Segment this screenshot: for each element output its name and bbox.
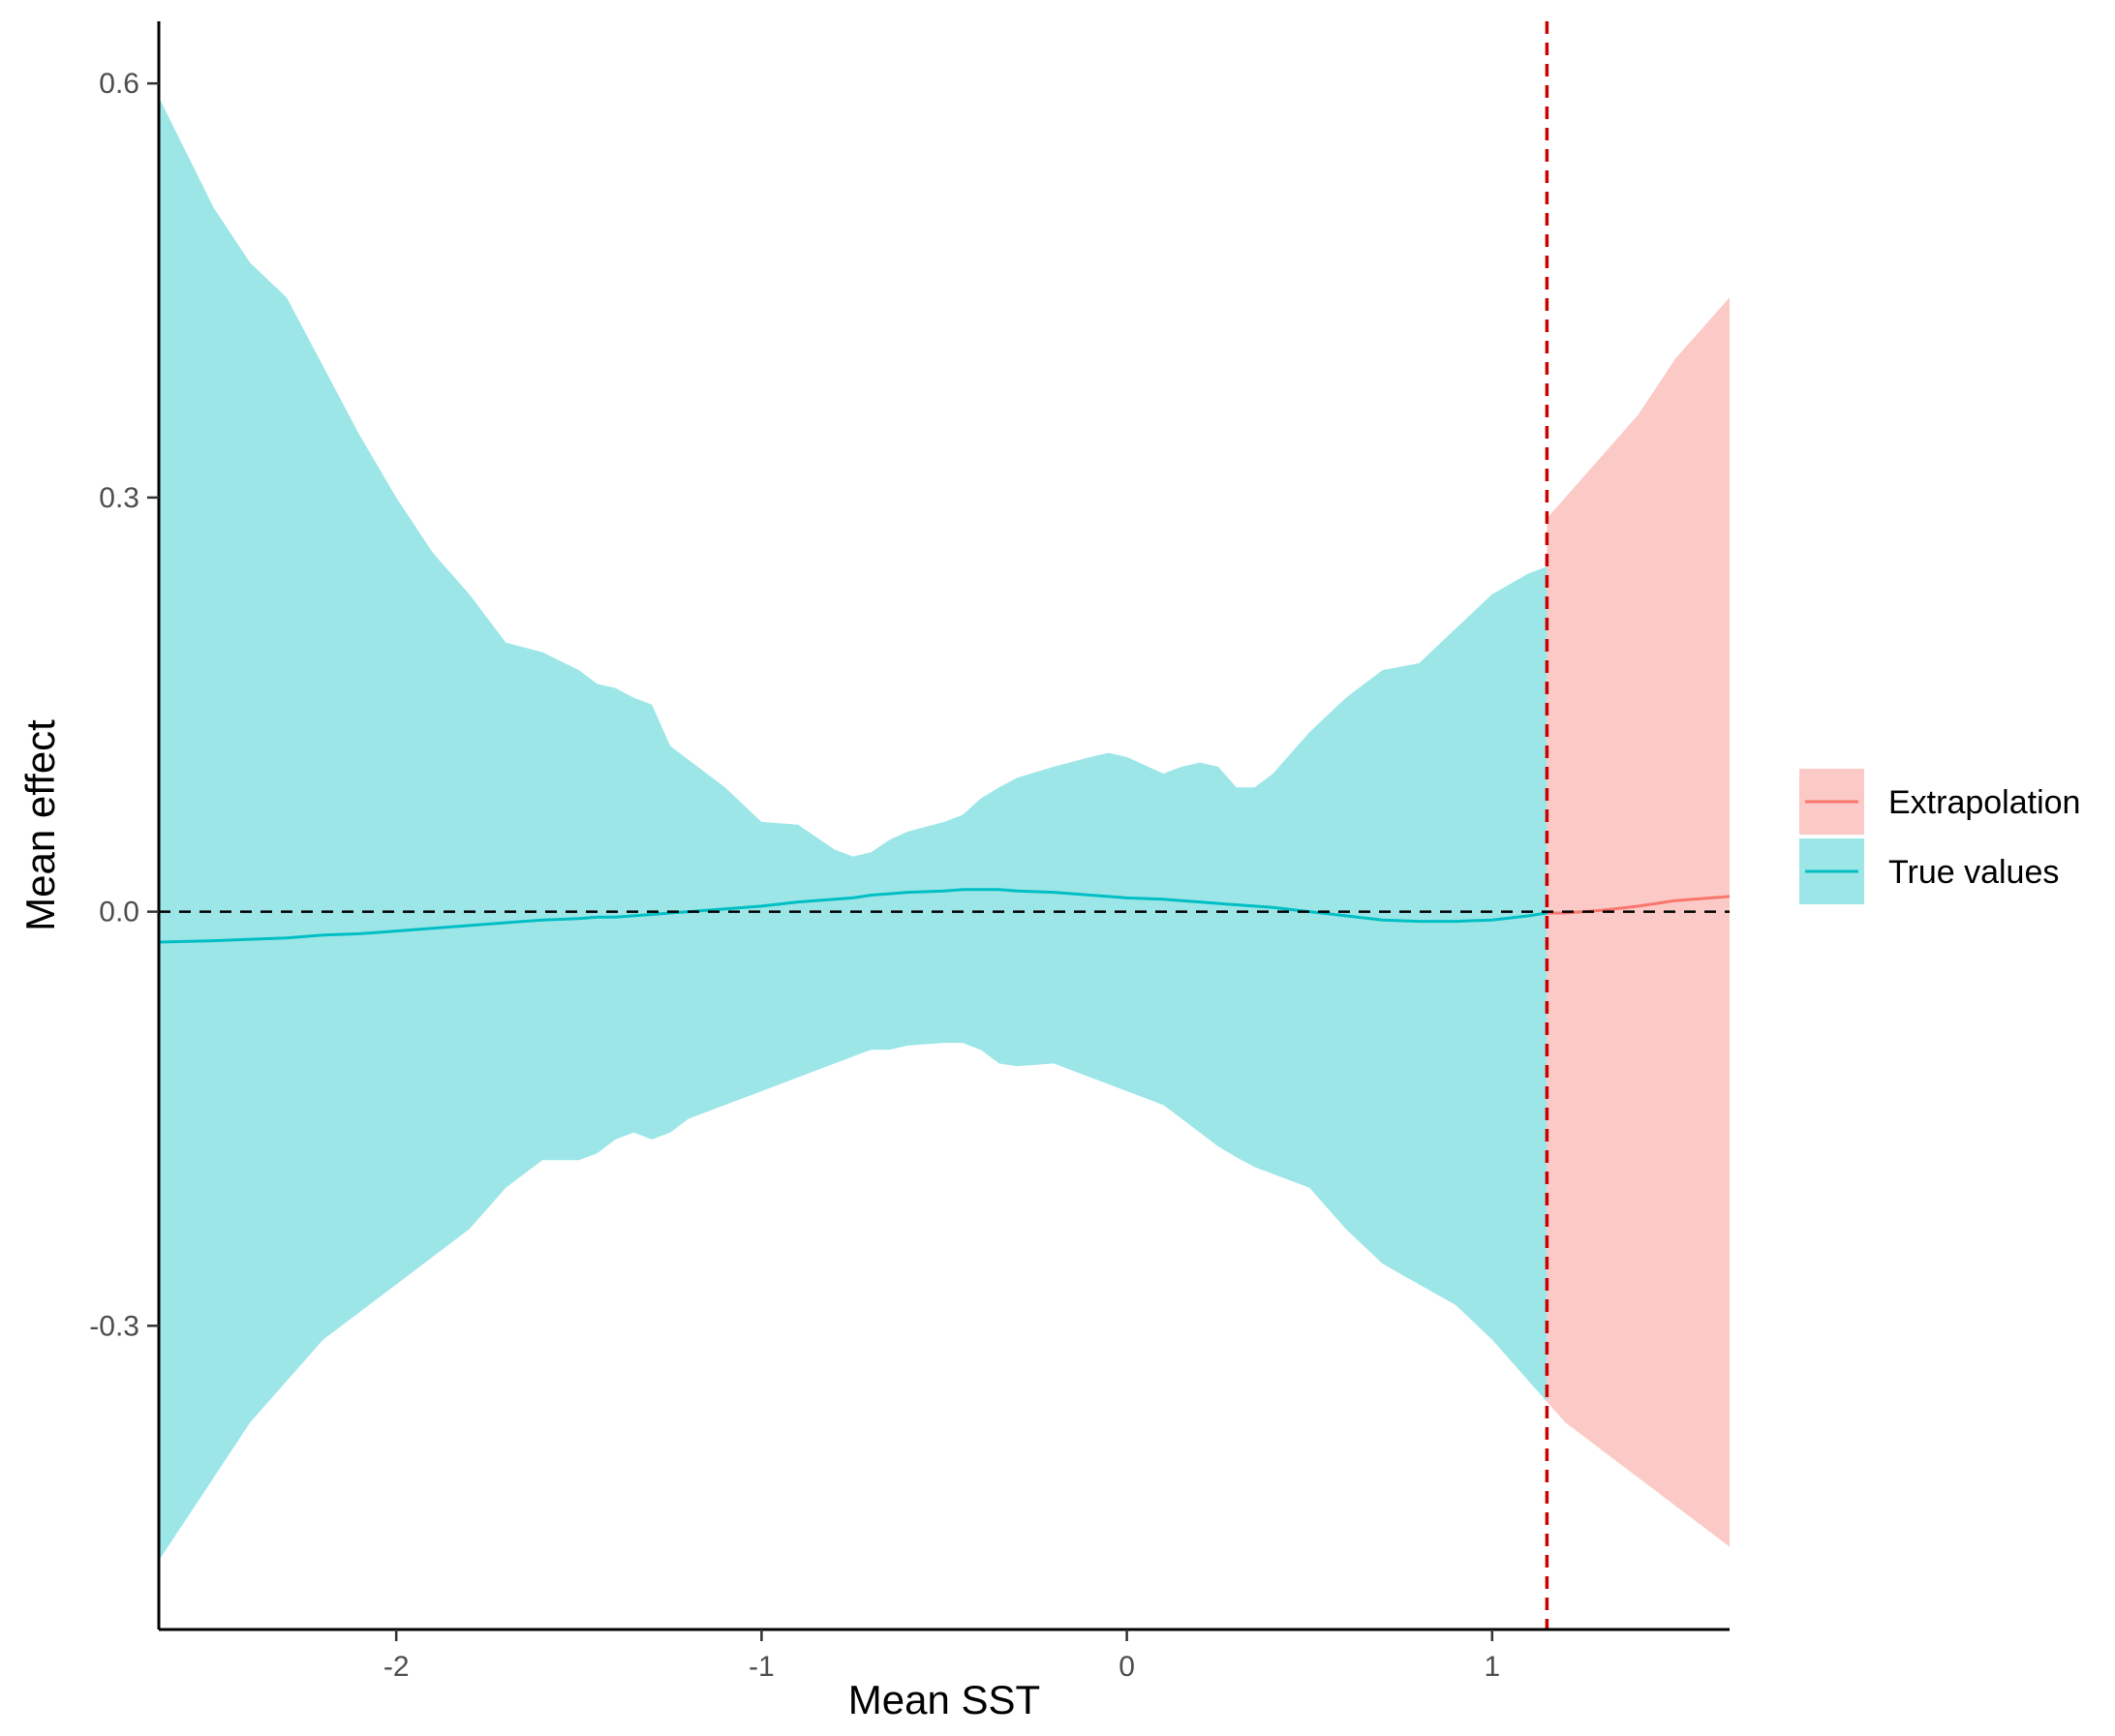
- mean-line-true-values: [158, 888, 1548, 944]
- x-tick-label: 0: [1119, 1651, 1135, 1683]
- x-tick-label: 1: [1484, 1651, 1500, 1683]
- ribbon-true-values: [159, 97, 1548, 1561]
- legend: Extrapolation True values: [1799, 769, 2080, 904]
- x-axis: -2 -1 0 1: [159, 1628, 1730, 1683]
- legend-item-extrapolation: Extrapolation: [1799, 769, 2080, 835]
- y-tick-label: 0.0: [99, 897, 139, 929]
- legend-label-true-values: True values: [1888, 854, 2059, 891]
- y-tick-label: 0.6: [99, 68, 139, 100]
- x-tick-label: -2: [383, 1651, 410, 1683]
- plot-area: [158, 21, 1731, 1629]
- y-axis: -0.3 0.0 0.3 0.6: [89, 21, 161, 1629]
- ribbon-layer: [159, 97, 1730, 1561]
- x-tick-label: -1: [749, 1651, 775, 1683]
- y-tick-label: -0.3: [89, 1310, 139, 1342]
- y-axis-title: Mean effect: [17, 719, 63, 931]
- y-tick-label: 0.3: [99, 482, 139, 514]
- x-axis-title: Mean SST: [848, 1677, 1040, 1722]
- legend-item-true-values: True values: [1799, 838, 2059, 904]
- ribbon-extrapolation: [1547, 297, 1730, 1547]
- legend-label-extrapolation: Extrapolation: [1888, 784, 2080, 821]
